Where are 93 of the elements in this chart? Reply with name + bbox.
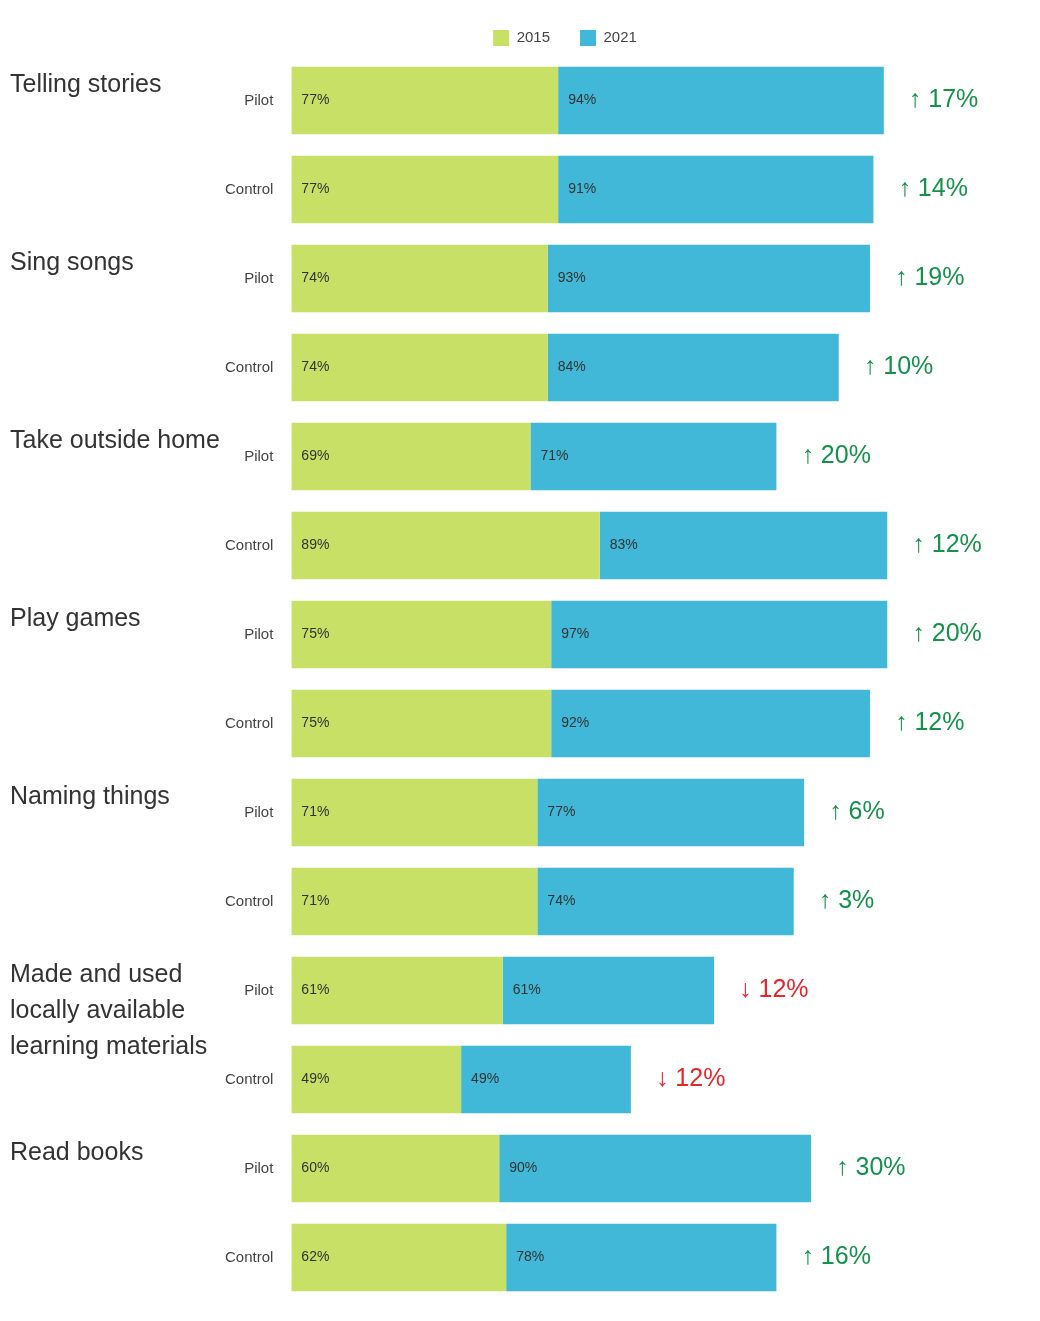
bar xyxy=(291,155,559,224)
text: ↑ 12% xyxy=(912,529,982,558)
data-label: 69% xyxy=(301,447,330,464)
data-label: 91% xyxy=(568,180,597,197)
bar xyxy=(461,1045,631,1114)
bar xyxy=(291,1045,462,1114)
data-label: 60% xyxy=(301,1159,330,1176)
bar xyxy=(291,1134,500,1203)
annotation: ↑ 10% xyxy=(863,351,934,380)
y-tick-label: Pilot xyxy=(244,980,275,998)
text: ↑ 19% xyxy=(894,262,965,291)
y-tick-label: Control xyxy=(225,179,274,197)
data-label: 83% xyxy=(609,536,638,553)
y-tick-label: Control xyxy=(225,713,274,731)
y-tick-label: Control xyxy=(225,1069,274,1087)
text: Made and used locally available learning materials xyxy=(10,958,208,1059)
bar xyxy=(291,511,600,580)
legend-label: 2021 xyxy=(603,28,637,46)
bar xyxy=(291,1223,507,1292)
y-tick-label: Control xyxy=(225,535,274,553)
data-label: 97% xyxy=(561,625,590,642)
data-label: 89% xyxy=(301,536,330,553)
annotation: ↓ 12% xyxy=(655,1063,726,1092)
y-tick-label: Control xyxy=(225,891,274,909)
bar xyxy=(551,600,888,669)
data-label: 71% xyxy=(301,892,330,909)
data-label: 71% xyxy=(301,803,330,820)
legend-label: 2015 xyxy=(516,28,551,46)
y-tick-label: Pilot xyxy=(244,1158,275,1176)
annotation: ↑ 6% xyxy=(829,796,885,825)
data-label: 61% xyxy=(301,981,330,998)
text: Telling stories xyxy=(10,68,162,97)
data-label: 92% xyxy=(561,714,590,731)
data-label: 75% xyxy=(301,714,330,731)
data-label: 84% xyxy=(557,358,586,375)
bar xyxy=(499,1134,812,1203)
bar xyxy=(291,422,531,491)
y-tick-label: Pilot xyxy=(244,90,275,108)
data-label: 77% xyxy=(301,91,330,108)
text: ↑ 14% xyxy=(898,173,968,202)
annotation: ↑ 30% xyxy=(836,1152,906,1181)
text: Read books xyxy=(10,1136,144,1165)
bar xyxy=(547,244,870,313)
y-tick-label: Pilot xyxy=(244,446,275,464)
y-tick-label: Control xyxy=(225,357,274,375)
annotation: ↑ 3% xyxy=(818,885,875,914)
bar xyxy=(291,600,552,669)
bar xyxy=(291,956,503,1025)
annotation: ↑ 20% xyxy=(801,440,871,469)
data-label: 77% xyxy=(547,803,576,820)
text: Sing songs xyxy=(10,246,134,275)
data-label: 93% xyxy=(557,269,586,286)
bar xyxy=(537,778,805,847)
bar xyxy=(291,333,548,402)
bar xyxy=(530,422,777,491)
bar xyxy=(291,66,559,135)
y-tick-label: Pilot xyxy=(244,268,275,286)
text: ↑ 20% xyxy=(912,618,982,647)
y-tick-label: Pilot xyxy=(244,802,275,820)
data-label: 74% xyxy=(547,892,576,909)
bar xyxy=(502,956,715,1025)
y-tick-label: Control xyxy=(225,1247,274,1265)
bar xyxy=(551,689,870,758)
text: ↑ 12% xyxy=(894,707,965,736)
bar xyxy=(599,511,888,580)
data-label: 74% xyxy=(301,269,330,286)
y-tick-label: Pilot xyxy=(244,624,275,642)
bar xyxy=(558,155,874,224)
bar xyxy=(537,867,794,936)
bar xyxy=(291,778,538,847)
data-label: 78% xyxy=(516,1248,545,1265)
text: Play games xyxy=(10,602,141,631)
bar xyxy=(291,244,548,313)
bar xyxy=(291,689,552,758)
text: ↑ 17% xyxy=(908,84,979,113)
data-label: 75% xyxy=(301,625,330,642)
data-label: 71% xyxy=(540,447,569,464)
bar xyxy=(506,1223,777,1292)
bar xyxy=(291,867,538,936)
data-label: 74% xyxy=(301,358,330,375)
data-label: 61% xyxy=(512,981,541,998)
bar xyxy=(547,333,839,402)
data-label: 62% xyxy=(301,1248,330,1265)
data-label: 77% xyxy=(301,180,330,197)
data-label: 49% xyxy=(301,1070,330,1087)
text: Naming things xyxy=(10,780,170,809)
text: Take outside home xyxy=(10,424,220,453)
data-label: 90% xyxy=(509,1159,538,1176)
bar xyxy=(558,66,884,135)
data-label: 94% xyxy=(568,91,597,108)
annotation: ↓ 12% xyxy=(739,974,809,1003)
annotation: ↑ 16% xyxy=(801,1241,871,1270)
data-label: 49% xyxy=(471,1070,500,1087)
